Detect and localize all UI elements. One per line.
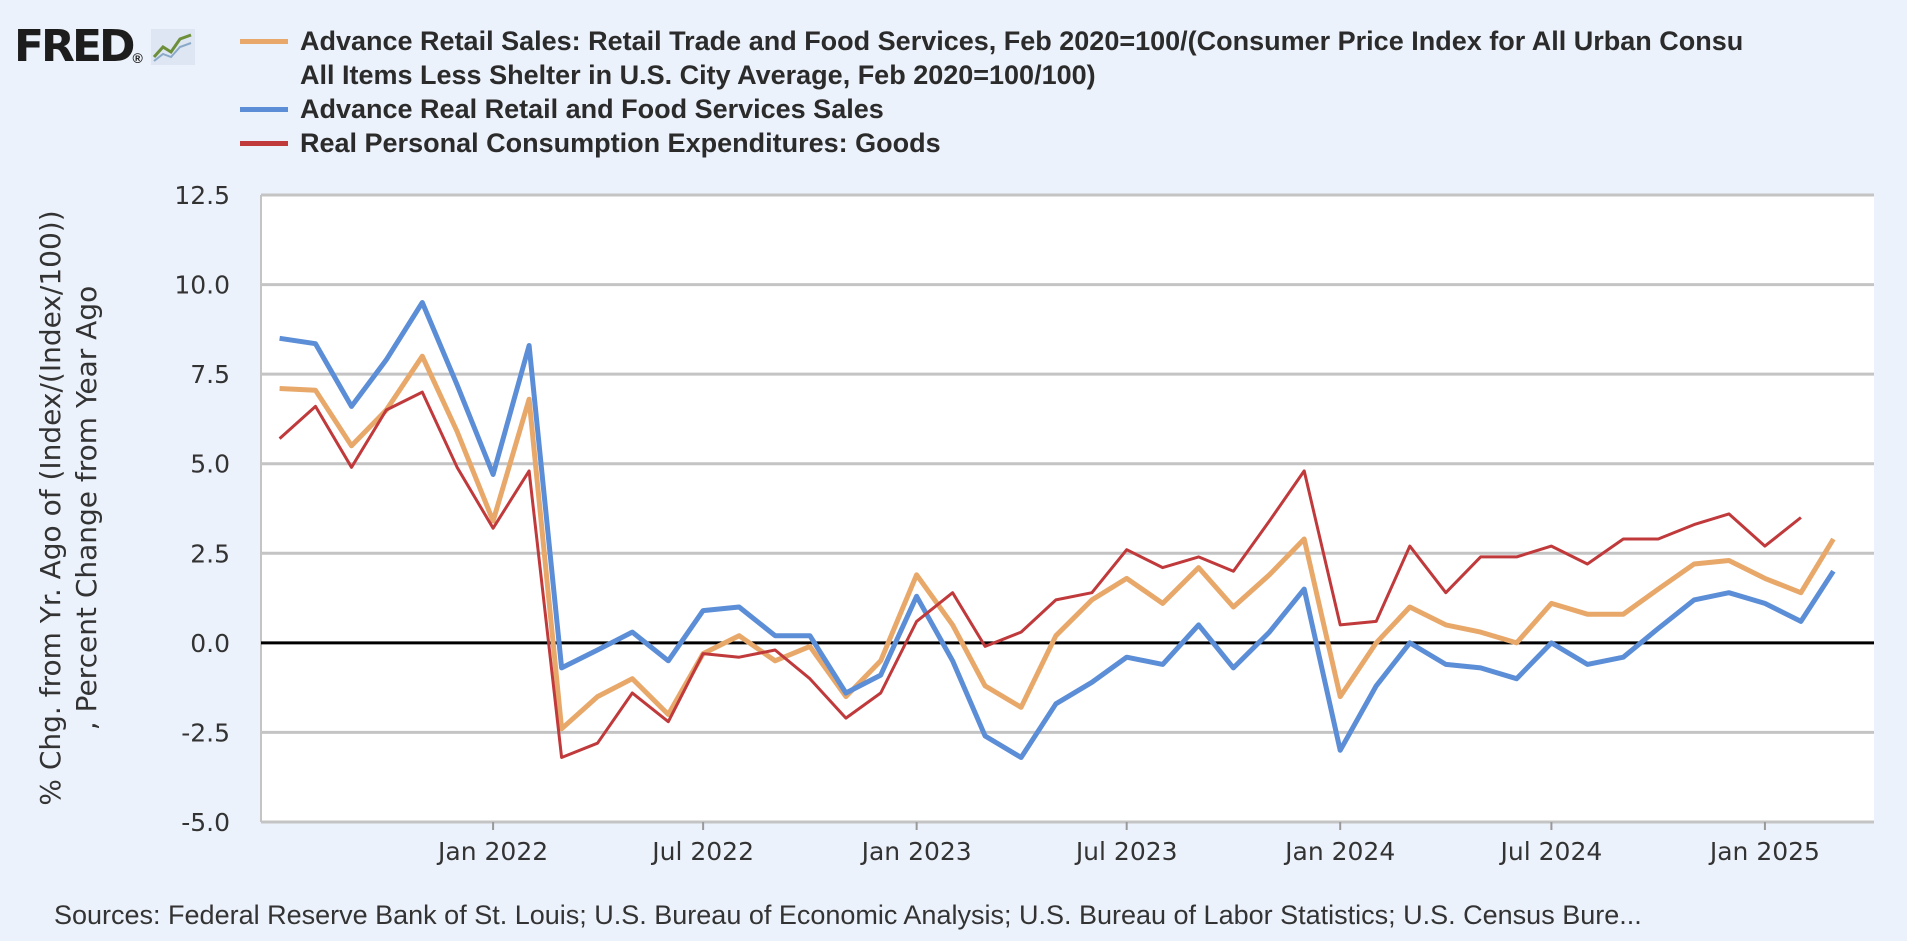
y-tick-label: 12.5 (174, 181, 230, 210)
legend-item: Real Personal Consumption Expenditures: … (240, 126, 1907, 160)
fred-logo-text: FRED (14, 21, 136, 72)
legend-swatch (240, 141, 288, 146)
y-tick-label: 5.0 (190, 450, 230, 479)
series-line (279, 300, 1836, 760)
legend-label: Real Personal Consumption Expenditures: … (300, 128, 941, 158)
x-tick-label: Jan 2025 (1708, 837, 1820, 866)
y-tick-label: 2.5 (190, 539, 230, 568)
y-axis-label: % Chg. from Yr. Ago of (Index/(Index/100… (34, 210, 103, 805)
x-tick-label: Jan 2022 (436, 837, 548, 866)
y-tick-label: -5.0 (181, 808, 230, 837)
y-tick-label: 7.5 (190, 360, 230, 389)
x-tick-label: Jul 2024 (1499, 837, 1603, 866)
y-axis-label-line: % Chg. from Yr. Ago of (Index/(Index/100… (34, 210, 67, 805)
legend-swatch (240, 107, 288, 112)
plot-area (261, 195, 1874, 822)
line-chart: -5.0 -2.5 0.0 2.5 5.0 7.5 10.0 12.5 Jan 2022 Jul … (34, 181, 1874, 866)
x-tick-label: Jan 2024 (1283, 837, 1395, 866)
y-tick-label: -2.5 (181, 718, 230, 747)
y-tick-label: 10.0 (174, 271, 230, 300)
sources-note: Sources: Federal Reserve Bank of St. Lou… (54, 900, 1642, 930)
legend-item: Advance Real Retail and Food Services Sa… (240, 92, 1907, 126)
chart-legend: Advance Retail Sales: Retail Trade and F… (240, 24, 1907, 160)
y-tick-label: 0.0 (190, 629, 230, 658)
series-line (279, 353, 1836, 732)
y-axis-label-line: , Percent Change from Year Ago (70, 286, 103, 730)
x-tick-label: Jul 2022 (650, 837, 754, 866)
x-tick-label: Jul 2023 (1074, 837, 1178, 866)
legend-item: Advance Retail Sales: Retail Trade and F… (240, 24, 1907, 92)
line-chart-icon (150, 29, 195, 65)
fred-logo: FRED ® (14, 22, 195, 72)
x-tick-label: Jan 2023 (860, 837, 972, 866)
legend-swatch (240, 39, 288, 44)
series-line (278, 390, 1802, 759)
legend-label: Advance Retail Sales: Retail Trade and F… (300, 26, 1744, 90)
legend-label: Advance Real Retail and Food Services Sa… (300, 94, 884, 124)
fred-trademark: ® (132, 50, 143, 66)
